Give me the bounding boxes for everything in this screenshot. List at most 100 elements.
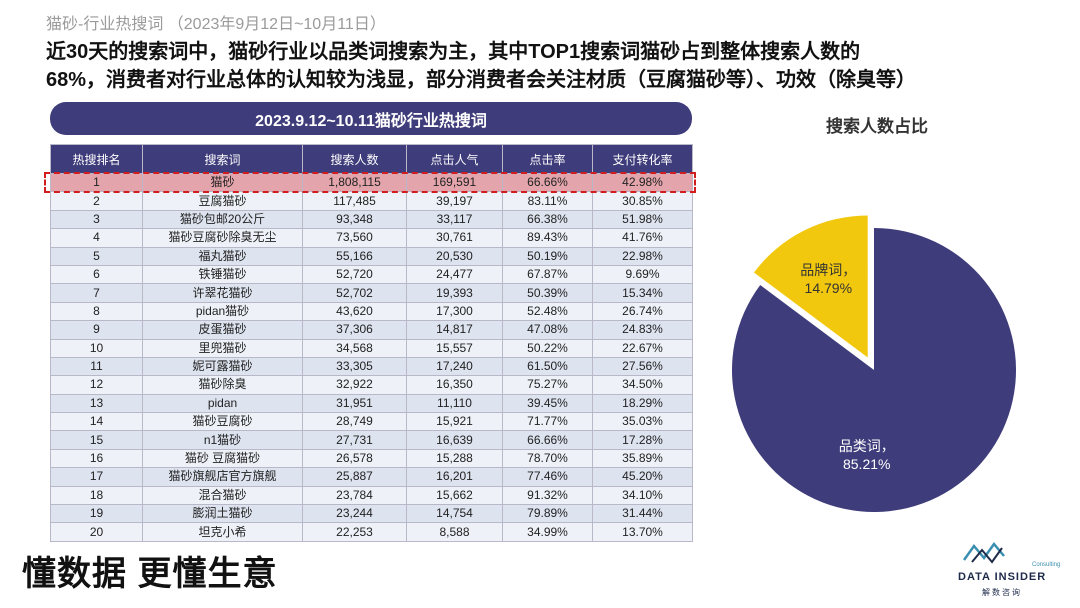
table-cell: 67.87% <box>502 264 593 285</box>
table-cell: 猫砂除臭 <box>142 375 303 395</box>
table-cell: 23,784 <box>302 485 407 506</box>
table-cell: 15,288 <box>406 448 503 469</box>
table-cell: 71.77% <box>502 412 593 432</box>
table-row: 3 猫砂包邮20公斤 93,348 33,117 66.38% 51.98% <box>50 209 693 230</box>
table-cell: 66.66% <box>502 430 593 450</box>
table-cell: 83.11% <box>502 191 593 211</box>
table-row: 9 皮蛋猫砂 37,306 14,817 47.08% 24.83% <box>50 320 693 340</box>
table-cell: 17,240 <box>406 356 503 377</box>
table-cell: 34.50% <box>592 375 693 395</box>
table-cell: 52.48% <box>502 301 593 322</box>
table-cell: 8,588 <box>406 522 503 542</box>
table-cell: 妮可露猫砂 <box>142 356 303 377</box>
table-row: 17 猫砂旗舰店官方旗舰 25,887 16,201 77.46% 45.20% <box>50 467 693 487</box>
logo-subtitle: 解数咨询 <box>982 588 1022 597</box>
table-cell: 14 <box>50 412 143 432</box>
table-cell: 18 <box>50 485 143 506</box>
table-cell: 19 <box>50 504 143 524</box>
table-row: 6 铁锤猫砂 52,720 24,477 67.87% 9.69% <box>50 264 693 285</box>
table-cell: 91.32% <box>502 485 593 506</box>
table-cell: 66.38% <box>502 209 593 230</box>
table-cell: 15,921 <box>406 412 503 432</box>
table-cell: 52,720 <box>302 264 407 285</box>
pie-title: 搜索人数占比 <box>826 117 928 136</box>
table-cell: 35.03% <box>592 412 693 432</box>
table-row: 11 妮可露猫砂 33,305 17,240 61.50% 27.56% <box>50 356 693 377</box>
table-cell: 27.56% <box>592 356 693 377</box>
table-cell: 膨润土猫砂 <box>142 504 303 524</box>
table-cell: 26.74% <box>592 301 693 322</box>
table-cell: 32,922 <box>302 375 407 395</box>
headline-line-2: 68%，消费者对行业总体的认知较为浅显，部分消费者会关注材质（豆腐猫砂等）、功效… <box>46 69 917 91</box>
table-row: 14 猫砂豆腐砂 28,749 15,921 71.77% 35.03% <box>50 412 693 432</box>
table-cell: 豆腐猫砂 <box>142 191 303 211</box>
table-cell: n1猫砂 <box>142 430 303 450</box>
table-cell: 福丸猫砂 <box>142 246 303 266</box>
table-cell: 33,305 <box>302 356 407 377</box>
table-cell: 猫砂包邮20公斤 <box>142 209 303 230</box>
table-cell: 16 <box>50 448 143 469</box>
table-cell: 16,350 <box>406 375 503 395</box>
table-cell: 17.28% <box>592 430 693 450</box>
column-header: 搜索人数 <box>302 144 407 174</box>
table-cell: 猫砂豆腐砂 <box>142 412 303 432</box>
column-header: 热搜排名 <box>50 144 143 174</box>
table-row: 1 猫砂 1,808,115 169,591 66.66% 42.98% <box>50 172 693 193</box>
table-cell: 10 <box>50 338 143 358</box>
table-cell: 52,702 <box>302 283 407 303</box>
table-cell: 75.27% <box>502 375 593 395</box>
table-cell: 12 <box>50 375 143 395</box>
table-cell: 14,754 <box>406 504 503 524</box>
table-cell: 78.70% <box>502 448 593 469</box>
pie-chart: 品类词， 85.21% 品牌词， 14.79% <box>732 215 1016 512</box>
table-cell: 30,761 <box>406 228 503 248</box>
table-cell: 17 <box>50 467 143 487</box>
table-row: 19 膨润土猫砂 23,244 14,754 79.89% 31.44% <box>50 504 693 524</box>
table-cell: 铁锤猫砂 <box>142 264 303 285</box>
table-body: 1 猫砂 1,808,115 169,591 66.66% 42.98% 2 豆腐猫砂 117,… <box>50 172 693 542</box>
table-cell: 26,578 <box>302 448 407 469</box>
table-cell: 20 <box>50 522 143 542</box>
table-cell: 73,560 <box>302 228 407 248</box>
table-cell: 13 <box>50 393 143 414</box>
table-row: 12 猫砂除臭 32,922 16,350 75.27% 34.50% <box>50 375 693 395</box>
table-cell: 15,662 <box>406 485 503 506</box>
pie-label-value: 85.21% <box>843 456 890 472</box>
table-cell: 15 <box>50 430 143 450</box>
section-tag: 猫砂-行业热搜词 （2023年9月12日~10月11日） <box>46 16 386 33</box>
hot-search-table: 热搜排名 搜索词 搜索人数 点击人气 点击率 支付转化率 1 猫砂 1,808,115 169,… <box>50 144 693 542</box>
table-cell: 7 <box>50 283 143 303</box>
table-cell: 66.66% <box>502 172 593 193</box>
table-cell: 14,817 <box>406 320 503 340</box>
table-cell: 11 <box>50 356 143 377</box>
table-cell: 猫砂 <box>142 172 303 193</box>
table-cell: 117,485 <box>302 191 407 211</box>
table-cell: 34,568 <box>302 338 407 358</box>
table-cell: 27,731 <box>302 430 407 450</box>
logo-mark-icon <box>962 541 1005 564</box>
table-cell: 16,201 <box>406 467 503 487</box>
table-cell: 19,393 <box>406 283 503 303</box>
table-row: 8 pidan猫砂 43,620 17,300 52.48% 26.74% <box>50 301 693 322</box>
table-cell: 猫砂旗舰店官方旗舰 <box>142 467 303 487</box>
table-cell: 15,557 <box>406 338 503 358</box>
pie-label-name: 品牌词， <box>800 262 856 278</box>
column-header: 点击率 <box>502 144 593 174</box>
table-cell: 6 <box>50 264 143 285</box>
logo-consulting-text: Consulting <box>1032 562 1061 568</box>
table-cell: 22,253 <box>302 522 407 542</box>
headline: 近30天的搜索词中，猫砂行业以品类词搜索为主，其中TOP1搜索词猫砂占到整体搜索… <box>46 38 1056 94</box>
table-cell: 42.98% <box>592 172 693 193</box>
table-title-banner: 2023.9.12~10.11猫砂行业热搜词 <box>50 102 692 135</box>
table-cell: 61.50% <box>502 356 593 377</box>
table-cell: 55,166 <box>302 246 407 266</box>
table-row: 10 里兜猫砂 34,568 15,557 50.22% 22.67% <box>50 338 693 358</box>
table-row: 5 福丸猫砂 55,166 20,530 50.19% 22.98% <box>50 246 693 266</box>
table-cell: 28,749 <box>302 412 407 432</box>
table-cell: 皮蛋猫砂 <box>142 320 303 340</box>
table-cell: 30.85% <box>592 191 693 211</box>
slogan: 懂数据 更懂生意 <box>22 555 278 593</box>
table-cell: 23,244 <box>302 504 407 524</box>
pie-slice-category <box>732 228 1016 512</box>
table-cell: 13.70% <box>592 522 693 542</box>
